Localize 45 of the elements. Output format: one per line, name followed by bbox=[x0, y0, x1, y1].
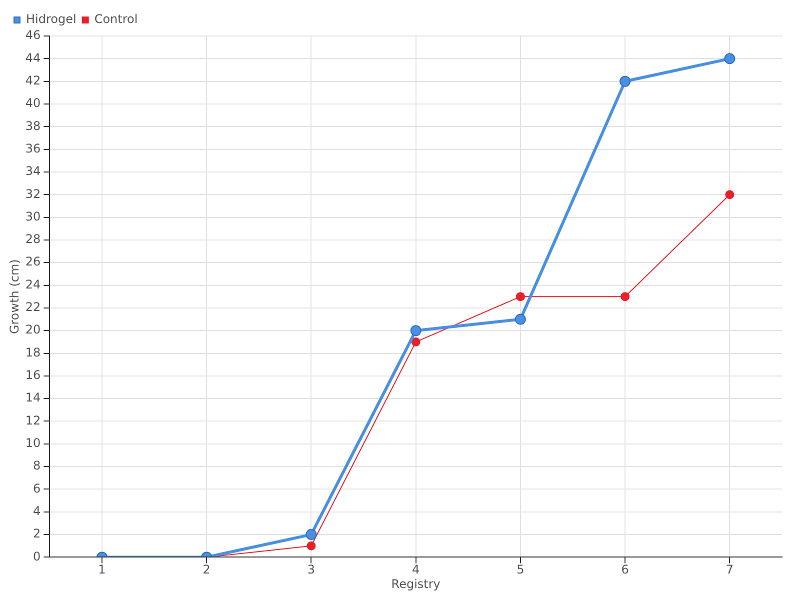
y-tick-label: 8 bbox=[33, 458, 41, 473]
point bbox=[724, 53, 736, 64]
y-axis-title: Growth (cm) bbox=[7, 259, 22, 334]
y-tick-label: 6 bbox=[33, 481, 41, 496]
y-tick-label: 10 bbox=[25, 436, 41, 450]
legend-label: Hidrogel bbox=[26, 12, 76, 26]
legend-label: Control bbox=[94, 12, 138, 26]
point bbox=[306, 529, 317, 540]
x-tick-label: 6 bbox=[621, 562, 629, 577]
x-tick-label: 5 bbox=[516, 562, 524, 577]
point bbox=[306, 541, 316, 550]
y-tick-label: 24 bbox=[25, 277, 41, 292]
y-tick-label: 42 bbox=[25, 73, 41, 88]
y-tick-label: 18 bbox=[25, 345, 41, 360]
y-tick-label: 22 bbox=[25, 300, 41, 314]
y-tick-label: 0 bbox=[33, 549, 41, 564]
x-tick-label: 4 bbox=[412, 562, 420, 577]
y-tick-label: 4 bbox=[33, 504, 41, 518]
x-tick-label: 7 bbox=[726, 562, 734, 577]
y-tick-label: 32 bbox=[25, 186, 41, 201]
point bbox=[411, 337, 420, 346]
x-tick-label: 2 bbox=[202, 562, 210, 577]
point bbox=[620, 292, 630, 302]
x-tick-label: 3 bbox=[307, 562, 316, 577]
y-tick-label: 46 bbox=[25, 28, 41, 42]
y-tick-label: 12 bbox=[25, 413, 41, 428]
y-tick-label: 14 bbox=[25, 390, 41, 405]
point bbox=[516, 292, 525, 302]
y-tick-label: 26 bbox=[25, 254, 41, 269]
y-tick-label: 28 bbox=[25, 232, 41, 246]
y-tick-label: 30 bbox=[25, 209, 41, 224]
y-tick-label: 44 bbox=[25, 50, 41, 65]
y-tick-label: 36 bbox=[25, 141, 41, 156]
point bbox=[620, 76, 631, 87]
y-tick-label: 20 bbox=[25, 322, 41, 337]
point bbox=[725, 190, 734, 200]
point bbox=[410, 325, 422, 336]
point bbox=[514, 314, 526, 325]
y-tick-label: 16 bbox=[25, 368, 41, 382]
y-tick-label: 40 bbox=[25, 96, 41, 110]
y-tick-label: 38 bbox=[25, 118, 41, 133]
y-tick-label: 2 bbox=[33, 526, 41, 541]
x-axis-title: Registry bbox=[391, 576, 440, 591]
y-tick-label: 34 bbox=[25, 164, 41, 178]
x-tick-label: 1 bbox=[98, 562, 106, 577]
